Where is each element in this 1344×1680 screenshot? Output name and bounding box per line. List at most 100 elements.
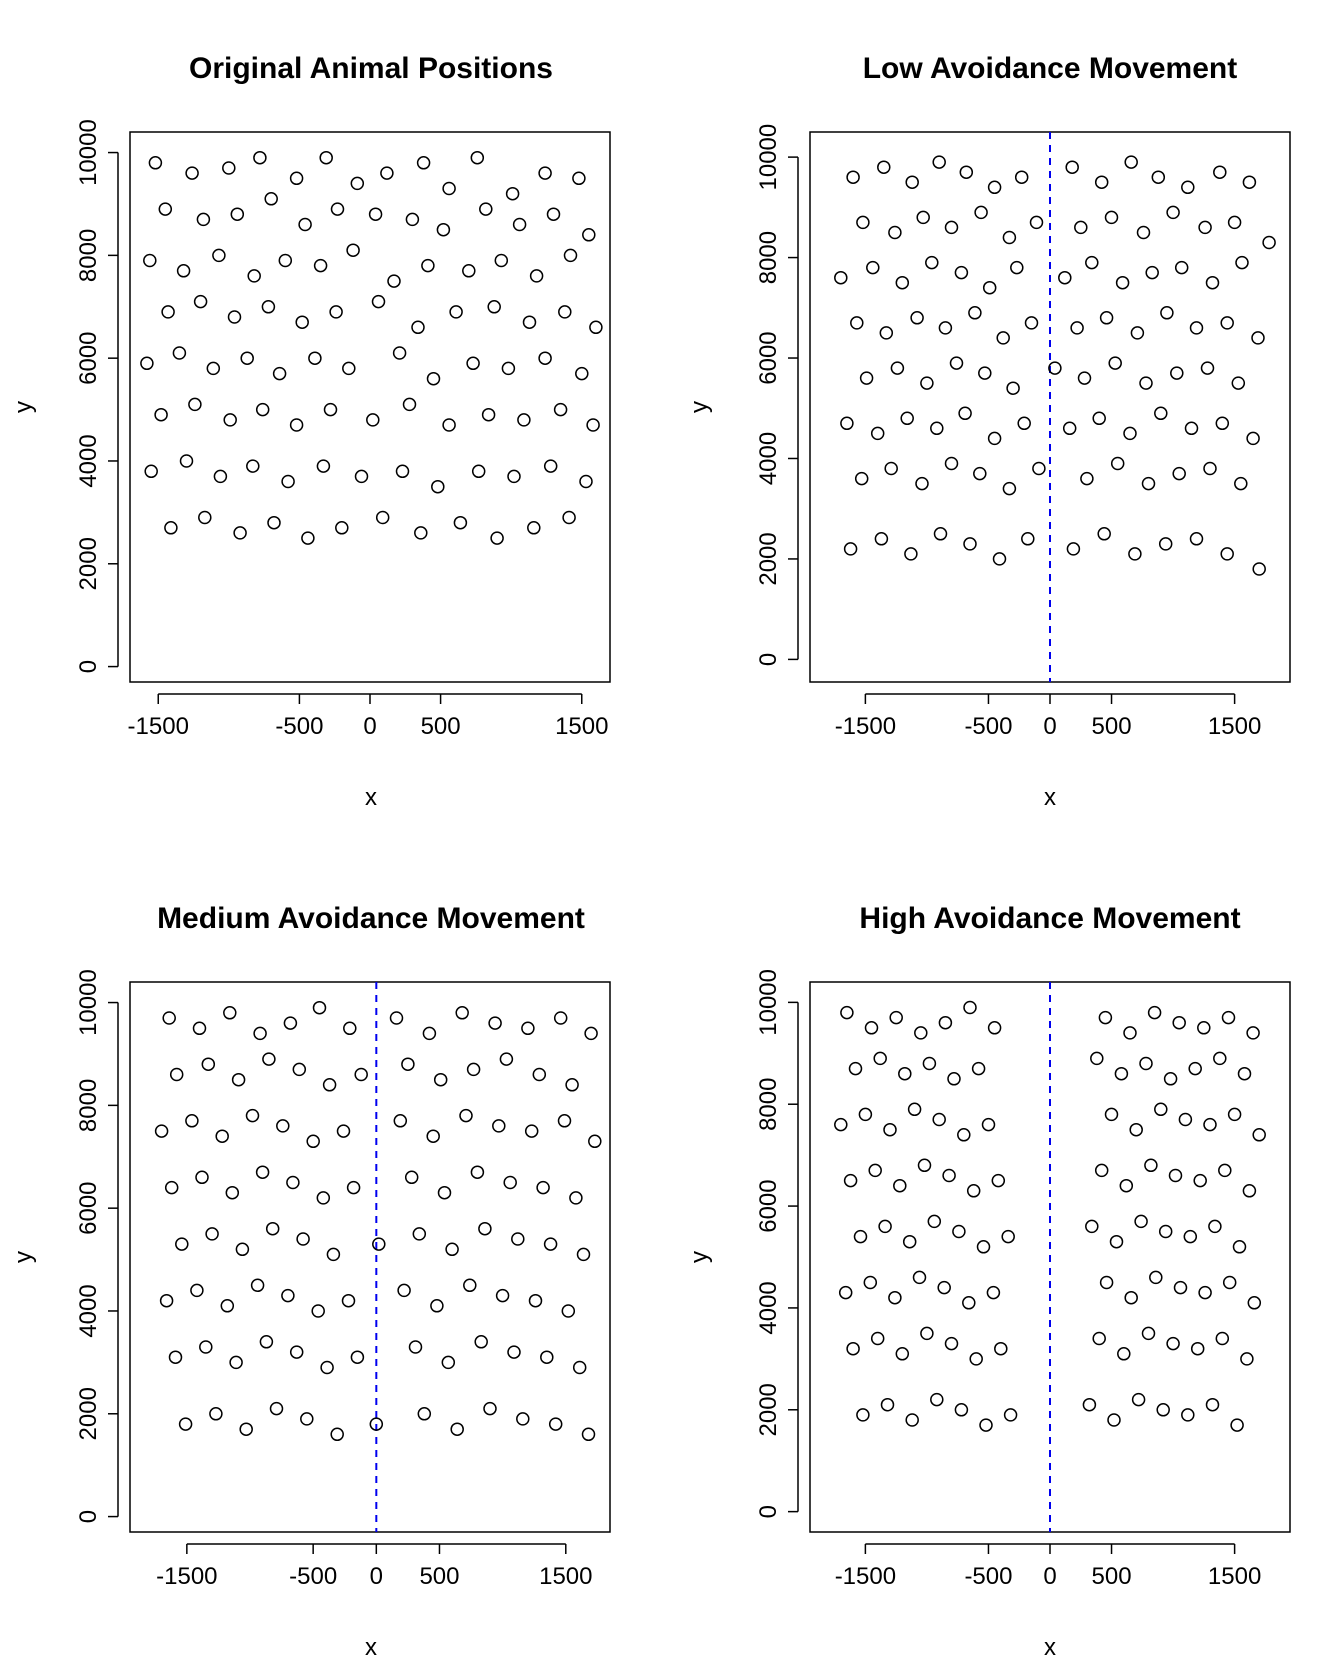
data-point	[1242, 1184, 1257, 1198]
data-point	[1082, 1397, 1097, 1412]
data-point	[168, 1350, 183, 1364]
data-point	[944, 220, 959, 235]
data-point	[1024, 316, 1039, 330]
data-point	[1227, 215, 1242, 230]
data-point	[947, 1072, 961, 1086]
data-point	[962, 1296, 976, 1310]
data-point	[431, 479, 445, 494]
data-point	[455, 1006, 469, 1020]
data-point	[245, 1108, 260, 1123]
data-point	[235, 1242, 250, 1257]
data-point	[176, 264, 191, 278]
data-point	[283, 1016, 298, 1030]
data-point	[286, 1175, 300, 1190]
data-point	[240, 351, 254, 365]
data-point	[1200, 361, 1215, 375]
y-tick-label: 0	[755, 1505, 782, 1518]
data-point	[914, 1026, 928, 1040]
data-point	[922, 1056, 937, 1071]
data-point	[450, 1422, 464, 1436]
data-point	[915, 476, 929, 491]
data-point	[1222, 1275, 1237, 1290]
data-point	[543, 459, 558, 473]
data-point	[1097, 527, 1111, 541]
data-point	[584, 1026, 598, 1041]
data-point	[902, 1234, 917, 1249]
data-point	[543, 1237, 558, 1251]
data-point	[188, 397, 202, 412]
data-point	[368, 207, 383, 221]
data-point	[330, 202, 345, 216]
data-point	[864, 1021, 879, 1035]
data-point	[927, 1214, 942, 1229]
data-point	[354, 1067, 368, 1082]
data-point	[1154, 1102, 1168, 1117]
data-point	[312, 1000, 327, 1015]
data-point	[316, 1191, 331, 1205]
data-point	[301, 531, 315, 545]
data-point	[1070, 321, 1084, 335]
data-point	[868, 1163, 882, 1178]
data-point	[350, 1350, 365, 1364]
data-point	[341, 1293, 356, 1308]
data-point	[1144, 1158, 1158, 1173]
data-point	[342, 361, 356, 376]
data-point	[267, 515, 281, 530]
data-point	[973, 466, 987, 481]
data-point	[225, 1185, 240, 1200]
data-point	[1227, 1107, 1242, 1122]
data-point	[1003, 1408, 1018, 1422]
data-point	[1002, 230, 1017, 245]
scatter-points	[140, 150, 603, 545]
data-point	[1234, 476, 1248, 491]
data-point	[289, 171, 304, 186]
data-point	[412, 1227, 427, 1241]
data-point	[895, 1347, 910, 1361]
x-tick-label: 1500	[555, 713, 608, 740]
data-point	[1240, 1352, 1254, 1366]
data-point	[516, 1412, 530, 1426]
data-point	[292, 1062, 307, 1077]
data-point	[190, 1283, 204, 1298]
data-point	[511, 1232, 525, 1246]
chart-original-positions: Original Animal Positions -1500 -500 0 500 1…	[10, 52, 611, 811]
data-point	[850, 316, 864, 330]
y-axis-label: y	[686, 401, 713, 413]
data-point	[453, 515, 468, 530]
data-point	[1242, 175, 1257, 189]
data-point	[1107, 1413, 1121, 1427]
data-point	[898, 1066, 912, 1081]
data-point	[1006, 381, 1020, 395]
data-point	[942, 1168, 956, 1183]
data-point	[873, 1051, 887, 1066]
data-point	[213, 469, 228, 484]
data-point	[255, 1165, 270, 1179]
data-point	[405, 212, 420, 227]
data-point	[1205, 1397, 1220, 1412]
data-point	[395, 464, 410, 479]
y-tick-label: 4000	[755, 432, 782, 485]
data-point	[471, 464, 486, 479]
data-point	[371, 294, 386, 309]
scatter-points	[834, 1000, 1266, 1432]
data-point	[856, 1408, 870, 1422]
data-point	[1141, 1326, 1156, 1341]
x-tick-label: 500	[419, 1563, 459, 1590]
data-point	[466, 1062, 481, 1077]
data-point	[548, 1417, 563, 1431]
data-point	[553, 402, 568, 417]
data-point	[366, 413, 380, 427]
data-point	[522, 315, 537, 329]
data-point	[1104, 1107, 1119, 1122]
data-point	[1215, 1331, 1230, 1346]
y-axis: 0 2000 4000 6000 8000 10000	[75, 969, 119, 1523]
data-point	[890, 361, 905, 375]
x-axis: -1500 -500 0 500 1500	[835, 1543, 1261, 1590]
data-point	[401, 1057, 415, 1071]
data-point	[281, 1288, 295, 1303]
data-point	[392, 346, 407, 360]
data-point	[1092, 411, 1106, 426]
data-point	[196, 212, 211, 227]
data-point	[1170, 366, 1184, 380]
data-point	[1166, 1336, 1180, 1351]
